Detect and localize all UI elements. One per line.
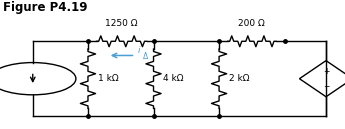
- Text: −: −: [323, 82, 329, 91]
- Text: 1 kΩ: 1 kΩ: [98, 74, 118, 83]
- Text: Figure P4.19: Figure P4.19: [3, 1, 88, 14]
- Text: Δ: Δ: [143, 52, 148, 61]
- Text: 1250 Ω: 1250 Ω: [105, 19, 138, 28]
- Text: i: i: [138, 46, 141, 55]
- Text: 200 Ω: 200 Ω: [238, 19, 265, 28]
- Text: 4 kΩ: 4 kΩ: [163, 74, 184, 83]
- Text: +: +: [323, 67, 329, 76]
- Text: 2 kΩ: 2 kΩ: [229, 74, 249, 83]
